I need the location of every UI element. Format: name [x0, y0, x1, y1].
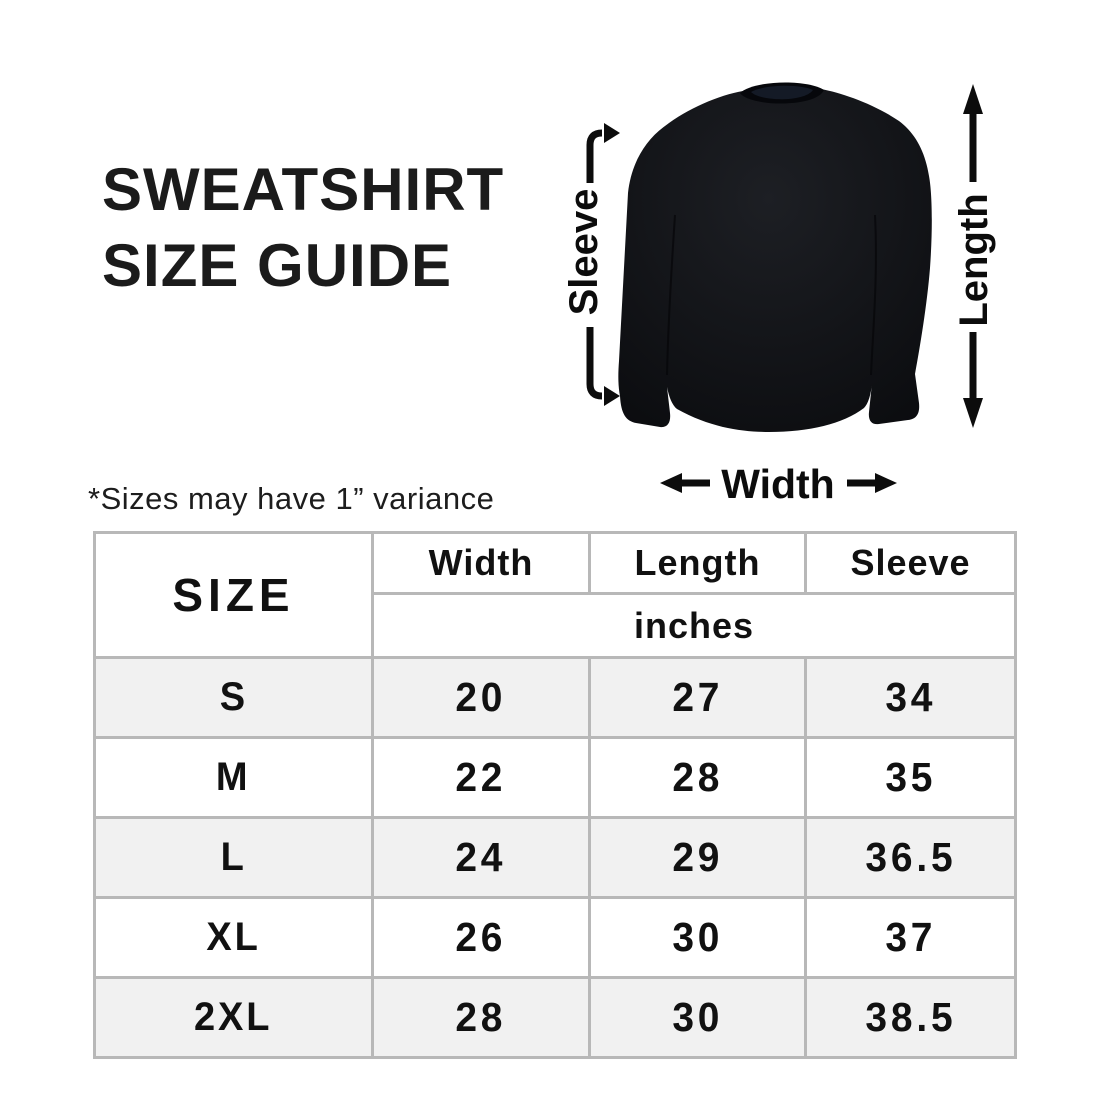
size-value: S	[93, 656, 374, 739]
page-title-line2: SIZE GUIDE	[102, 232, 453, 299]
sleeve-value: 34	[804, 656, 1017, 739]
size-value: XL	[93, 896, 374, 979]
sweatshirt-image	[618, 82, 932, 432]
table-row: M 22 28 35	[93, 736, 1017, 819]
unit-header: inches	[371, 592, 1017, 659]
length-value: 30	[588, 896, 807, 979]
sleeve-value: 35	[804, 736, 1017, 819]
table-row: S 20 27 34	[93, 656, 1017, 739]
variance-note: *Sizes may have 1” variance	[88, 481, 495, 516]
width-value: 26	[371, 896, 591, 979]
size-value: L	[93, 816, 374, 899]
table-row: L 24 29 36.5	[93, 816, 1017, 899]
size-column-header: SIZE	[93, 531, 374, 659]
page-title-line1: SWEATSHIRT	[102, 156, 505, 223]
length-label: Length	[952, 193, 996, 326]
sleeve-value: 36.5	[804, 816, 1017, 899]
sweatshirt-measurement-diagram: Sleeve Length Width	[562, 82, 996, 507]
width-value: 28	[371, 976, 591, 1059]
sweatshirt-collar-inner	[751, 85, 813, 100]
length-value: 27	[588, 656, 807, 739]
sweatshirt-seam-right	[870, 214, 877, 376]
sleeve-column-header: Sleeve	[804, 531, 1017, 595]
size-value: M	[93, 736, 374, 819]
size-table: SIZE Width Length Sleeve inches S 20 27 …	[93, 531, 1017, 1059]
length-value: 28	[588, 736, 807, 819]
sleeve-arrow-icon	[586, 129, 603, 400]
sleeve-value: 38.5	[804, 976, 1017, 1059]
sweatshirt-seam-left	[666, 214, 676, 376]
length-value: 30	[588, 976, 807, 1059]
sleeve-value: 37	[804, 896, 1017, 979]
table-row: XL 26 30 37	[93, 896, 1017, 979]
length-value: 29	[588, 816, 807, 899]
table-row: 2XL 28 30 38.5	[93, 976, 1017, 1059]
width-column-header: Width	[371, 531, 591, 595]
sweatshirt-body	[618, 89, 932, 432]
width-arrowheads	[660, 473, 897, 493]
width-label: Width	[721, 461, 834, 507]
length-column-header: Length	[588, 531, 807, 595]
width-value: 22	[371, 736, 591, 819]
width-value: 20	[371, 656, 591, 739]
table-unit-row: inches	[95, 592, 1017, 659]
sleeve-arrowheads	[604, 123, 620, 406]
sleeve-label: Sleeve	[562, 189, 606, 316]
page-title: SWEATSHIRT SIZE GUIDE	[102, 152, 504, 304]
width-value: 24	[371, 816, 591, 899]
length-arrowheads	[963, 84, 983, 428]
size-value: 2XL	[93, 976, 374, 1059]
table-header-row: SIZE Width Length Sleeve	[93, 531, 1017, 659]
